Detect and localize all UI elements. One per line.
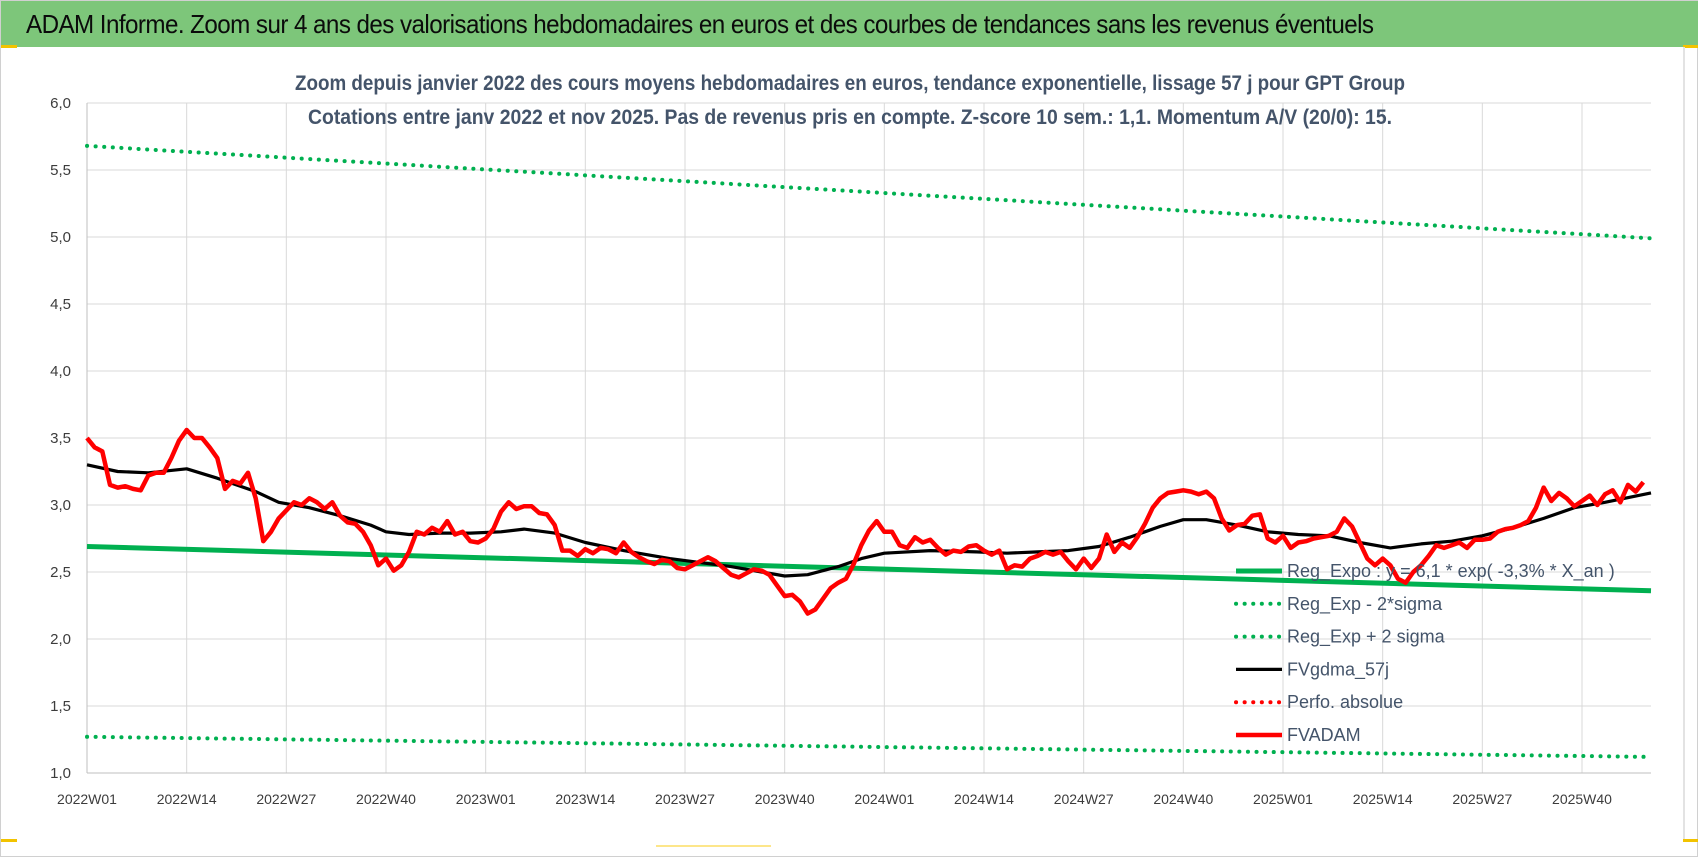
y-axis: 1,0 1,5 2,0 2,5 3,0 3,5 4,0 4,5 5,0 5,5 6,0 <box>50 95 71 782</box>
frame-accent-right <box>1683 839 1698 842</box>
frame-accent-left <box>1 839 17 842</box>
x-tick-label: 2023W27 <box>655 791 715 807</box>
x-tick-label: 2024W01 <box>854 791 914 807</box>
x-tick-label: 2025W27 <box>1452 791 1512 807</box>
x-tick-label: 2024W27 <box>1054 791 1114 807</box>
x-tick-label: 2023W40 <box>755 791 815 807</box>
legend-label-reg-exp-2-sigma: Reg_Exp + 2 sigma <box>1287 627 1446 648</box>
legend-label-reg-exp-2-sigma: Reg_Exp - 2*sigma <box>1287 594 1443 615</box>
series-fvgdma-57j <box>86 463 1652 578</box>
y-tick-label: 3,0 <box>50 497 71 514</box>
x-tick-label: 2023W01 <box>456 791 516 807</box>
x-tick-label: 2022W40 <box>356 791 416 807</box>
legend-label-fvgdma-57j: FVgdma_57j <box>1287 659 1389 680</box>
series-reg-expo-y-6-1-exp-3-3-x-an <box>86 544 1652 594</box>
chart-legend: Reg_Expo : y = 6,1 * exp( -3,3% * X_an )… <box>1234 561 1615 745</box>
y-tick-label: 6,0 <box>50 95 71 112</box>
legend-label-fvadam: FVADAM <box>1287 725 1361 745</box>
chart-title-line1: Zoom depuis janvier 2022 des cours moyen… <box>295 72 1405 95</box>
y-tick-label: 1,5 <box>50 698 71 715</box>
series-reg-exp-2-sigma <box>85 734 1653 759</box>
chart-title-line2: Cotations entre janv 2022 et nov 2025. P… <box>308 106 1392 129</box>
banner-accent-right <box>1683 45 1698 48</box>
x-tick-label: 2022W27 <box>256 791 316 807</box>
y-tick-label: 5,5 <box>50 162 71 179</box>
x-tick-label: 2025W01 <box>1253 791 1313 807</box>
frame-accent-bottom <box>656 845 771 847</box>
banner: ADAM Informe. Zoom sur 4 ans des valoris… <box>1 1 1698 47</box>
y-tick-label: 2,5 <box>50 564 71 581</box>
legend-label-reg-expo-y-6-1-exp-3-3-x-an: Reg_Expo : y = 6,1 * exp( -3,3% * X_an ) <box>1287 561 1615 582</box>
x-axis: 2022W01 2022W14 2022W27 2022W40 2023W01 2023W… <box>57 791 1612 807</box>
y-tick-label: 3,5 <box>50 430 71 447</box>
x-tick-label: 2025W40 <box>1552 791 1612 807</box>
frame-accent-edge <box>1683 47 1685 839</box>
x-tick-label: 2025W14 <box>1353 791 1413 807</box>
chart-grid <box>86 102 1651 774</box>
x-tick-label: 2024W14 <box>954 791 1014 807</box>
y-tick-label: 4,5 <box>50 296 71 313</box>
x-tick-label: 2022W14 <box>157 791 217 807</box>
x-tick-label: 2023W14 <box>555 791 615 807</box>
series-reg-exp-2-sigma <box>85 143 1653 241</box>
legend-label-perfo-absolue: Perfo. absolue <box>1287 692 1403 712</box>
chart-series <box>85 143 1653 759</box>
banner-title: ADAM Informe. Zoom sur 4 ans des valoris… <box>26 9 1374 39</box>
series-fvadam <box>85 427 1646 616</box>
x-tick-label: 2024W40 <box>1153 791 1213 807</box>
banner-accent-left <box>1 45 17 48</box>
y-tick-label: 5,0 <box>50 229 71 246</box>
y-tick-label: 4,0 <box>50 363 71 380</box>
y-tick-label: 1,0 <box>50 765 71 782</box>
x-tick-label: 2022W01 <box>57 791 117 807</box>
y-tick-label: 2,0 <box>50 631 71 648</box>
